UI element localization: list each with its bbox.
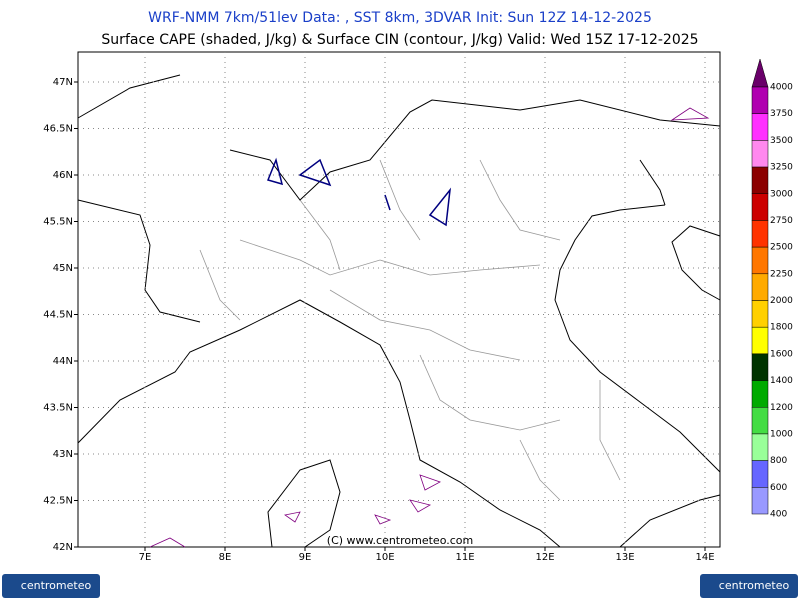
map-frame [77,51,721,548]
colorbar-label: 3000 [770,189,793,199]
cin-contours [149,107,710,548]
logo-left: centrometeo [2,574,100,598]
subtitle: Surface CAPE (shaded, J/kg) & Surface CI… [101,32,698,48]
lat-label: 43.5N [43,403,73,414]
colorbar-box [751,300,769,328]
colorbar-box [751,380,769,408]
lat-label: 46N [53,170,73,181]
logo-right: centrometeo [700,574,798,598]
colorbar-label: 800 [770,456,787,466]
colorbar-label: 1400 [770,376,793,386]
colorbar-label: 1800 [770,323,793,333]
colorbar-box [751,407,769,435]
lon-label: 10E [375,552,394,563]
colorbar-label: 1000 [770,429,793,439]
lat-label: 43N [53,449,73,460]
logo-text: centrometeo [21,579,92,592]
lat-label: 42.5N [43,496,73,507]
logo-text: centrometeo [719,579,790,592]
colorbar-box [751,246,769,275]
colorbar-box [751,326,769,355]
colorbar-label: 2000 [770,296,793,306]
colorbar-label: 1600 [770,349,793,359]
colorbar-label: 4000 [770,83,793,93]
colorbar-label: 2500 [770,243,793,253]
lon-label: 8E [219,552,232,563]
lon-label: 13E [615,552,634,563]
lat-label: 44.5N [43,310,73,321]
colorbar-label: 600 [770,483,787,493]
lon-label: 9E [299,552,312,563]
colorbar-label: 1200 [770,403,793,413]
coastlines [77,74,721,548]
lat-label: 47N [53,77,73,88]
map: 47N 46.5N 46N 45.5N 45N 44.5N 44N 43.5N 43N 42.5N… [43,51,721,563]
colorbar-label: 3500 [770,136,793,146]
lon-label: 11E [455,552,474,563]
colorbar-box [751,193,769,221]
colorbar-label: 400 [770,510,787,520]
colorbar-label: 3250 [770,163,793,173]
lat-label: 46.5N [43,124,73,135]
colorbar-label: 2250 [770,269,793,279]
lon-label: 12E [535,552,554,563]
lakes [266,157,452,227]
colorbar-box [751,273,769,301]
lon-label: 7E [139,552,152,563]
colorbar-box [751,433,769,461]
colorbar-box [751,353,769,381]
credit: (C) www.centrometeo.com [327,534,473,547]
colorbar-box [751,460,769,488]
colorbar-box [751,113,769,141]
colorbar-label: 3750 [770,109,793,119]
regional-borders [199,159,621,501]
lon-label: 14E [695,552,714,563]
lat-label: 42N [53,542,73,553]
colorbar-box [751,487,769,515]
colorbar-cap [751,58,769,88]
title: WRF-NMM 7km/51lev Data: , SST 8km, 3DVAR… [148,10,652,26]
colorbar-box [751,86,769,114]
colorbar: 4000 3750 3500 3250 3000 2750 2500 2250 2000 1800… [751,58,793,520]
colorbar-label: 2750 [770,216,793,226]
colorbar-box [751,140,769,168]
colorbar-box [751,220,769,248]
lat-label: 45N [53,263,73,274]
lat-label: 45.5N [43,217,73,228]
lat-label: 44N [53,356,73,367]
colorbar-box [751,166,769,194]
